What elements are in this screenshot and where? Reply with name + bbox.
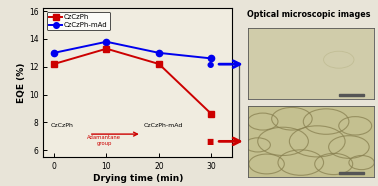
- Text: ■: ■: [206, 137, 214, 146]
- Text: Adamantane
group: Adamantane group: [87, 135, 121, 146]
- X-axis label: Drying time (min): Drying time (min): [93, 174, 183, 183]
- CzCzPh-mAd: [157, 52, 161, 54]
- Legend: CzCzPh, CzCzPh-mAd: CzCzPh, CzCzPh-mAd: [47, 12, 110, 31]
- Bar: [339, 172, 364, 174]
- Text: CzCzPh-mAd: CzCzPh-mAd: [144, 123, 183, 128]
- Text: CzCzPh: CzCzPh: [51, 123, 74, 128]
- CzCzPh-mAd: [209, 57, 214, 60]
- Bar: [339, 94, 364, 96]
- Text: ●: ●: [206, 60, 214, 69]
- CzCzPh: [52, 63, 56, 65]
- CzCzPh-mAd: [104, 41, 109, 43]
- CzCzPh: [209, 113, 214, 115]
- Line: CzCzPh-mAd: CzCzPh-mAd: [51, 39, 215, 62]
- Text: Optical microscopic images: Optical microscopic images: [247, 10, 371, 19]
- CzCzPh-mAd: [52, 52, 56, 54]
- CzCzPh: [157, 63, 161, 65]
- Y-axis label: EQE (%): EQE (%): [17, 62, 26, 103]
- CzCzPh: [104, 48, 109, 50]
- Line: CzCzPh: CzCzPh: [51, 46, 215, 117]
